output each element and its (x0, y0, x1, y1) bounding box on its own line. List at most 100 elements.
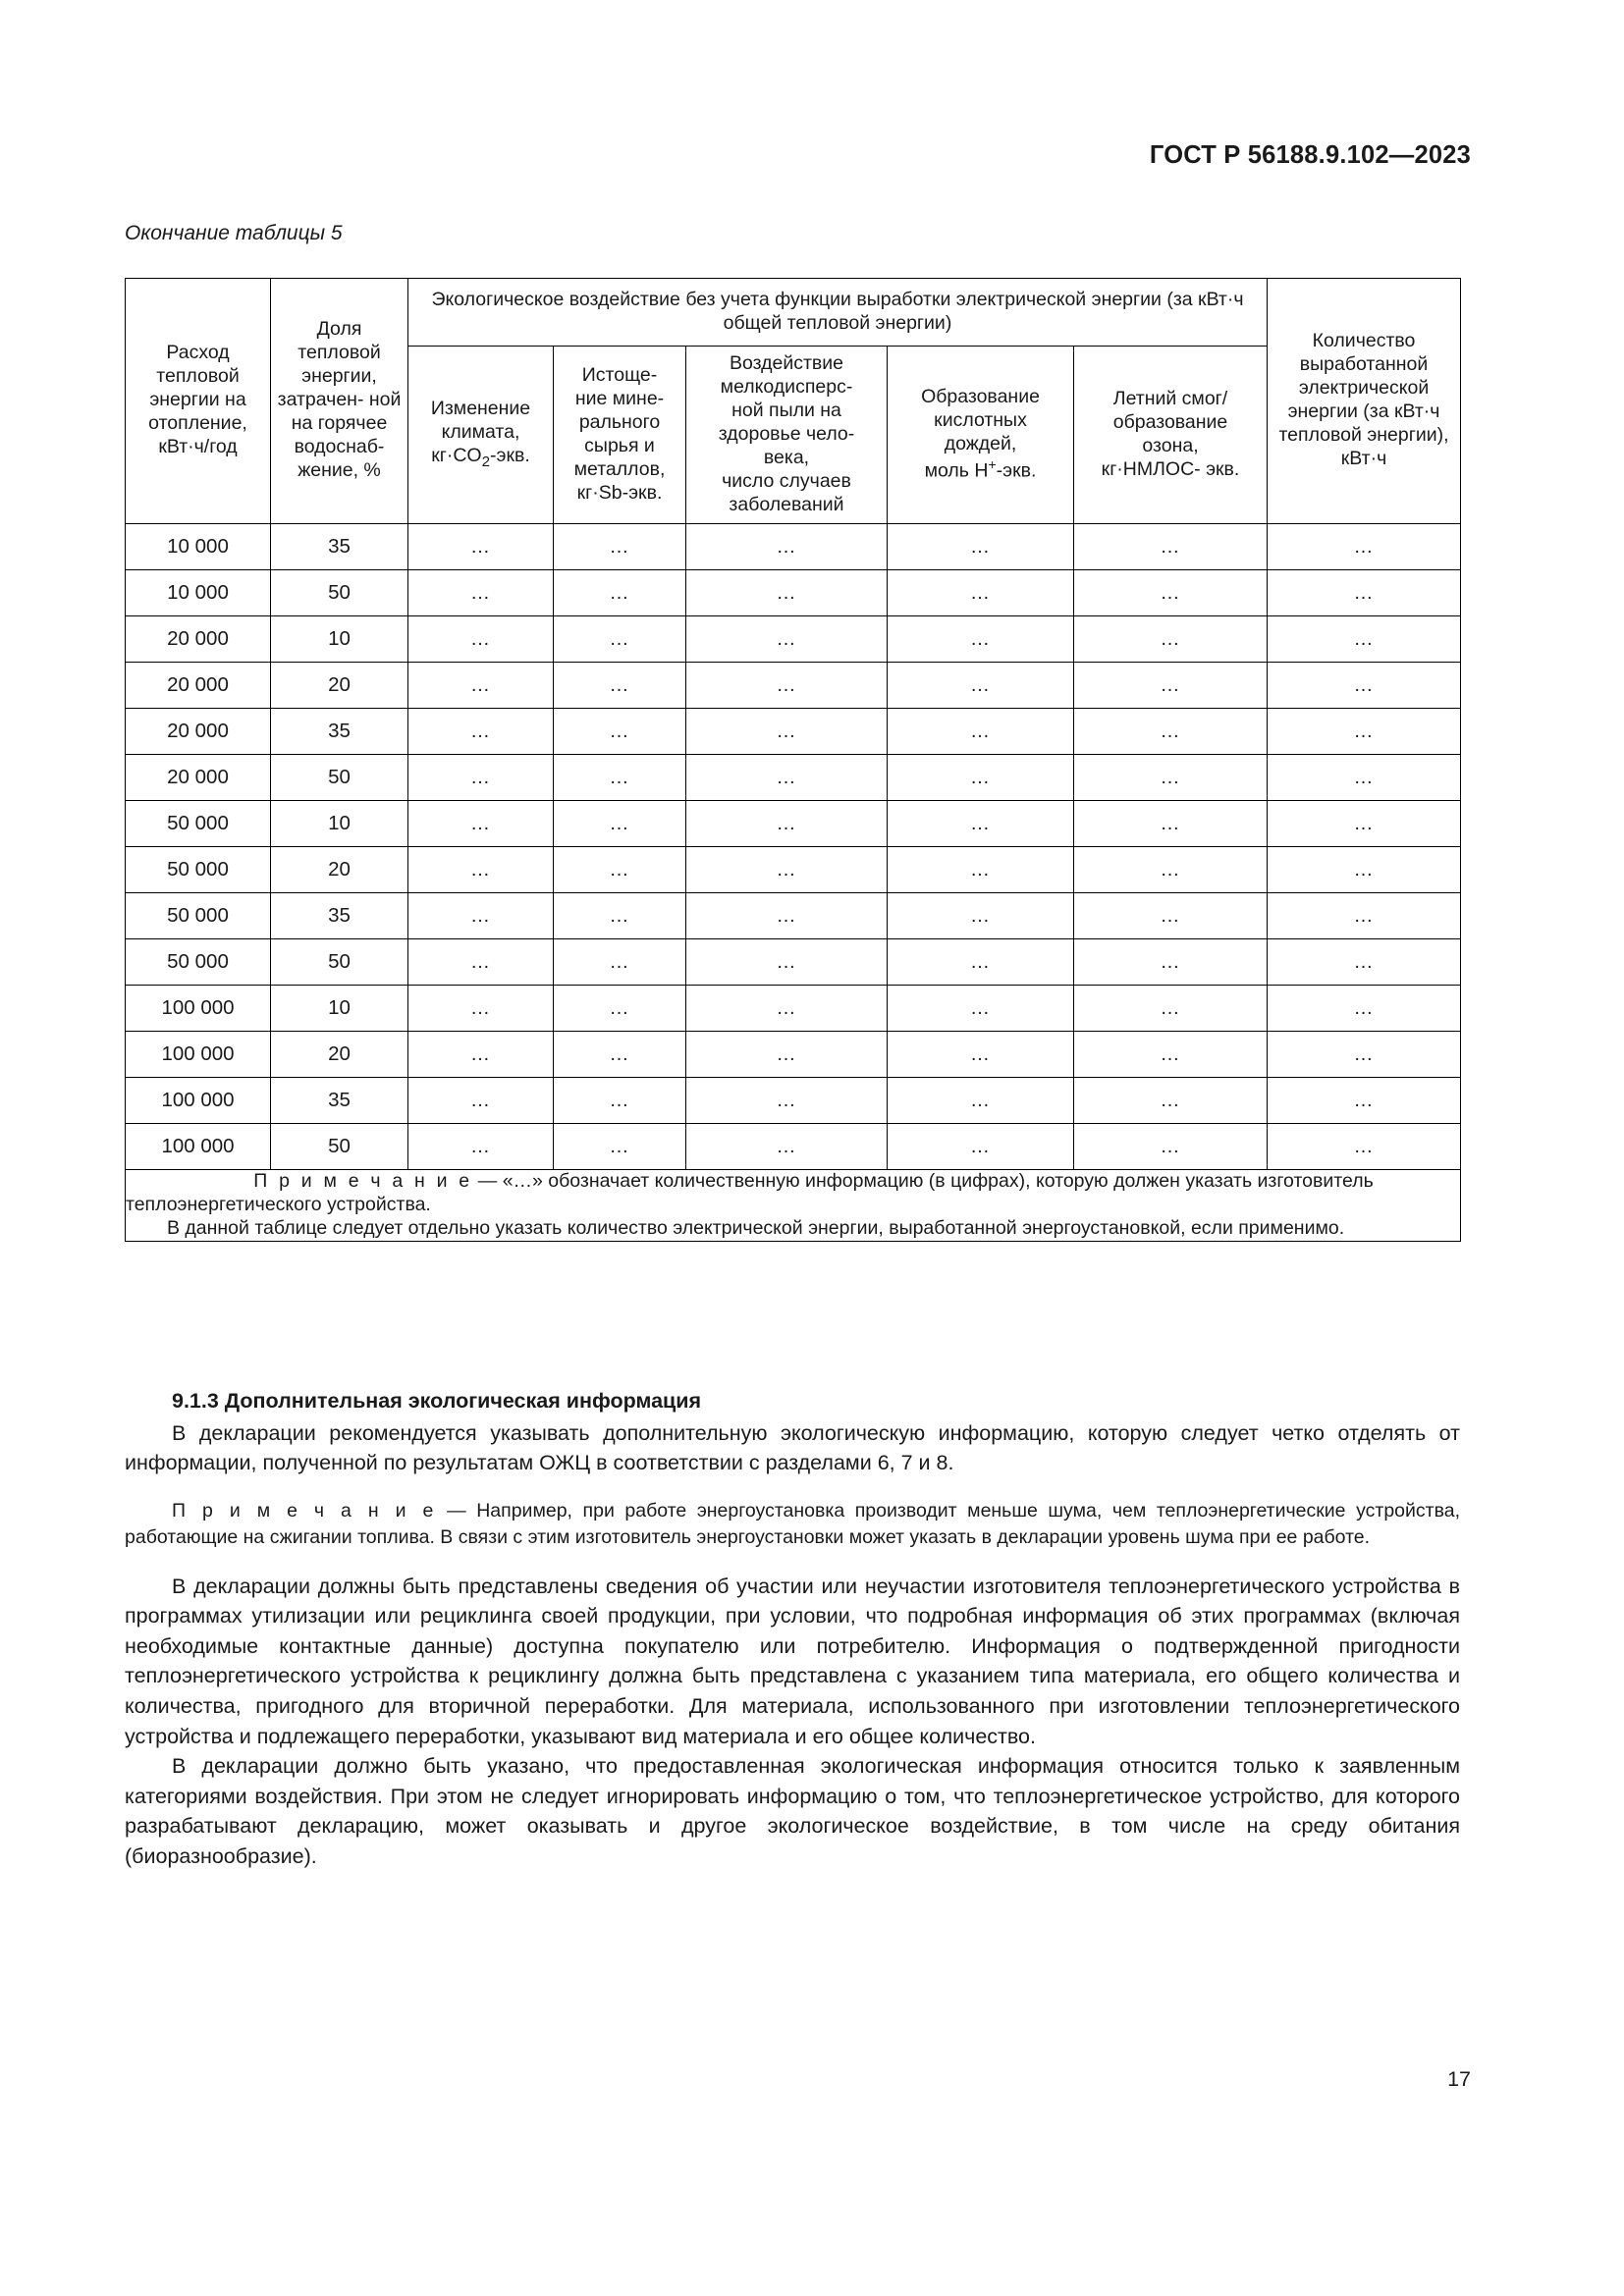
cell-heat-share: 50 (270, 937, 408, 986)
cell-heat-share: 20 (270, 661, 408, 709)
cell-impact-value-4: … (887, 707, 1074, 755)
cell-impact-value-1: … (407, 891, 554, 939)
cell-heat-share: 20 (270, 1030, 408, 1078)
cell-impact-value-6: … (1267, 1122, 1462, 1170)
cell-heat-share: 10 (270, 984, 408, 1032)
paragraph-3: В декларации должно быть указано, что пр… (125, 1754, 1460, 1868)
cell-impact-value-4: … (887, 799, 1074, 847)
cell-heat-share: 10 (270, 614, 408, 663)
inline-note-label: П р и м е ч а н и е (172, 1499, 437, 1522)
cell-impact-value-2: … (553, 1076, 686, 1124)
cell-impact-value-1: … (407, 707, 554, 755)
cell-heat-consumption: 100 000 (125, 1030, 271, 1078)
cell-impact-value-5: … (1072, 753, 1269, 801)
cell-impact-value-3: … (685, 1076, 888, 1124)
cell-impact-value-6: … (1267, 661, 1462, 709)
cell-heat-consumption: 10 000 (125, 522, 271, 570)
cell-impact-value-6: … (1267, 984, 1462, 1032)
cell-impact-value-1: … (407, 568, 554, 616)
cell-impact-value-4: … (887, 1122, 1074, 1170)
table-row: 20 000 20……………… (125, 661, 1462, 709)
table-row: 20 000 35……………… (125, 707, 1462, 755)
table-header-row-1: Расход тепловой энергии на отопление, кВ… (125, 278, 1462, 524)
table-note: П р и м е ч а н и е — «…» обозначает кол… (124, 1168, 1462, 1242)
standard-code-header: ГОСТ Р 56188.9.102—2023 (1149, 141, 1471, 169)
table-note-paragraph-1: П р и м е ч а н и е — «…» обозначает кол… (126, 1170, 1460, 1217)
cell-impact-value-2: … (553, 1122, 686, 1170)
cell-heat-consumption: 100 000 (125, 1122, 271, 1170)
cell-impact-value-3: … (685, 707, 888, 755)
note-label: П р и м е ч а н и е (253, 1169, 473, 1192)
table-row: 20 000 50……………… (125, 753, 1462, 801)
col-header-resource-depletion: Истоще-ние мине-рального сырья и металлов,… (553, 345, 686, 524)
cell-heat-share: 50 (270, 1122, 408, 1170)
note-text-1: «…» обозначает количественную информацию… (126, 1169, 1374, 1215)
section-9-1-3: 9.1.3 Дополнительная экологическая инфор… (125, 1386, 1460, 1871)
table-header-row-2: Изменение климата, кг·CO2-экв. Истоще-ние … (126, 345, 1461, 524)
cell-impact-value-1: … (407, 614, 554, 663)
note-dash: — (472, 1169, 503, 1192)
cell-impact-value-4: … (887, 661, 1074, 709)
cell-impact-value-2: … (553, 614, 686, 663)
cell-heat-share: 10 (270, 799, 408, 847)
table-note-row: П р и м е ч а н и е — «…» обозначает кол… (124, 1168, 1462, 1242)
cell-impact-value-1: … (407, 845, 554, 893)
table-row: 10 000 35……………… (125, 522, 1462, 570)
cell-impact-value-3: … (685, 799, 888, 847)
cell-impact-value-1: … (407, 937, 554, 986)
cell-impact-value-3: … (685, 568, 888, 616)
cell-heat-consumption: 20 000 (125, 707, 271, 755)
cell-impact-value-5: … (1072, 845, 1269, 893)
cell-impact-value-2: … (553, 568, 686, 616)
col-header-particulate-matter: Воздействие мелкодисперс-ной пыли на здоро… (685, 345, 888, 524)
cell-heat-consumption: 20 000 (125, 661, 271, 709)
cell-impact-value-1: … (407, 1030, 554, 1078)
cell-impact-value-6: … (1267, 937, 1462, 986)
cell-impact-value-3: … (685, 661, 888, 709)
cell-impact-value-5: … (1072, 1122, 1269, 1170)
cell-impact-value-3: … (685, 614, 888, 663)
cell-impact-value-4: … (887, 937, 1074, 986)
table-row: 50 000 50……………… (125, 937, 1462, 986)
cell-impact-value-5: … (1072, 661, 1269, 709)
cell-heat-share: 50 (270, 568, 408, 616)
cell-impact-value-2: … (553, 661, 686, 709)
cell-impact-value-1: … (407, 799, 554, 847)
cell-heat-consumption: 50 000 (125, 891, 271, 939)
cell-impact-value-6: … (1267, 799, 1462, 847)
inline-note-dash: — (436, 1499, 477, 1522)
cell-impact-value-2: … (553, 522, 686, 570)
cell-impact-value-5: … (1072, 614, 1269, 663)
col-header-heat-share: Доля тепловой энергии, затрачен- ной на … (270, 278, 408, 524)
cell-impact-value-5: … (1072, 799, 1269, 847)
table-5-continuation: Расход тепловой энергии на отопление, кВ… (124, 278, 1462, 1242)
cell-impact-value-1: … (407, 522, 554, 570)
cell-impact-value-6: … (1267, 1076, 1462, 1124)
cell-impact-value-3: … (685, 937, 888, 986)
page-number: 17 (1447, 2067, 1471, 2091)
cell-impact-value-6: … (1267, 753, 1462, 801)
cell-impact-value-1: … (407, 661, 554, 709)
cell-impact-value-5: … (1072, 1030, 1269, 1078)
paragraph-1: В декларации рекомендуется указывать доп… (125, 1420, 1460, 1475)
cell-heat-consumption: 50 000 (125, 937, 271, 986)
cell-impact-value-5: … (1072, 568, 1269, 616)
cell-impact-value-2: … (553, 984, 686, 1032)
cell-impact-value-3: … (685, 845, 888, 893)
section-heading: 9.1.3 Дополнительная экологическая инфор… (172, 1389, 702, 1413)
cell-impact-value-1: … (407, 753, 554, 801)
cell-heat-consumption: 10 000 (125, 568, 271, 616)
cell-impact-value-6: … (1267, 1030, 1462, 1078)
cell-impact-value-3: … (685, 1030, 888, 1078)
cell-impact-value-2: … (553, 937, 686, 986)
cell-impact-value-5: … (1072, 937, 1269, 986)
cell-impact-value-6: … (1267, 568, 1462, 616)
cell-heat-share: 35 (270, 891, 408, 939)
table-row: 100 000 50……………… (125, 1122, 1462, 1170)
cell-impact-value-5: … (1072, 891, 1269, 939)
cell-impact-value-5: … (1072, 1076, 1269, 1124)
col-header-climate-change: Изменение климата, кг·CO2-экв. (407, 345, 554, 524)
cell-impact-value-3: … (685, 522, 888, 570)
table-row: 50 000 20……………… (125, 845, 1462, 893)
table-caption: Окончание таблицы 5 (125, 222, 343, 244)
